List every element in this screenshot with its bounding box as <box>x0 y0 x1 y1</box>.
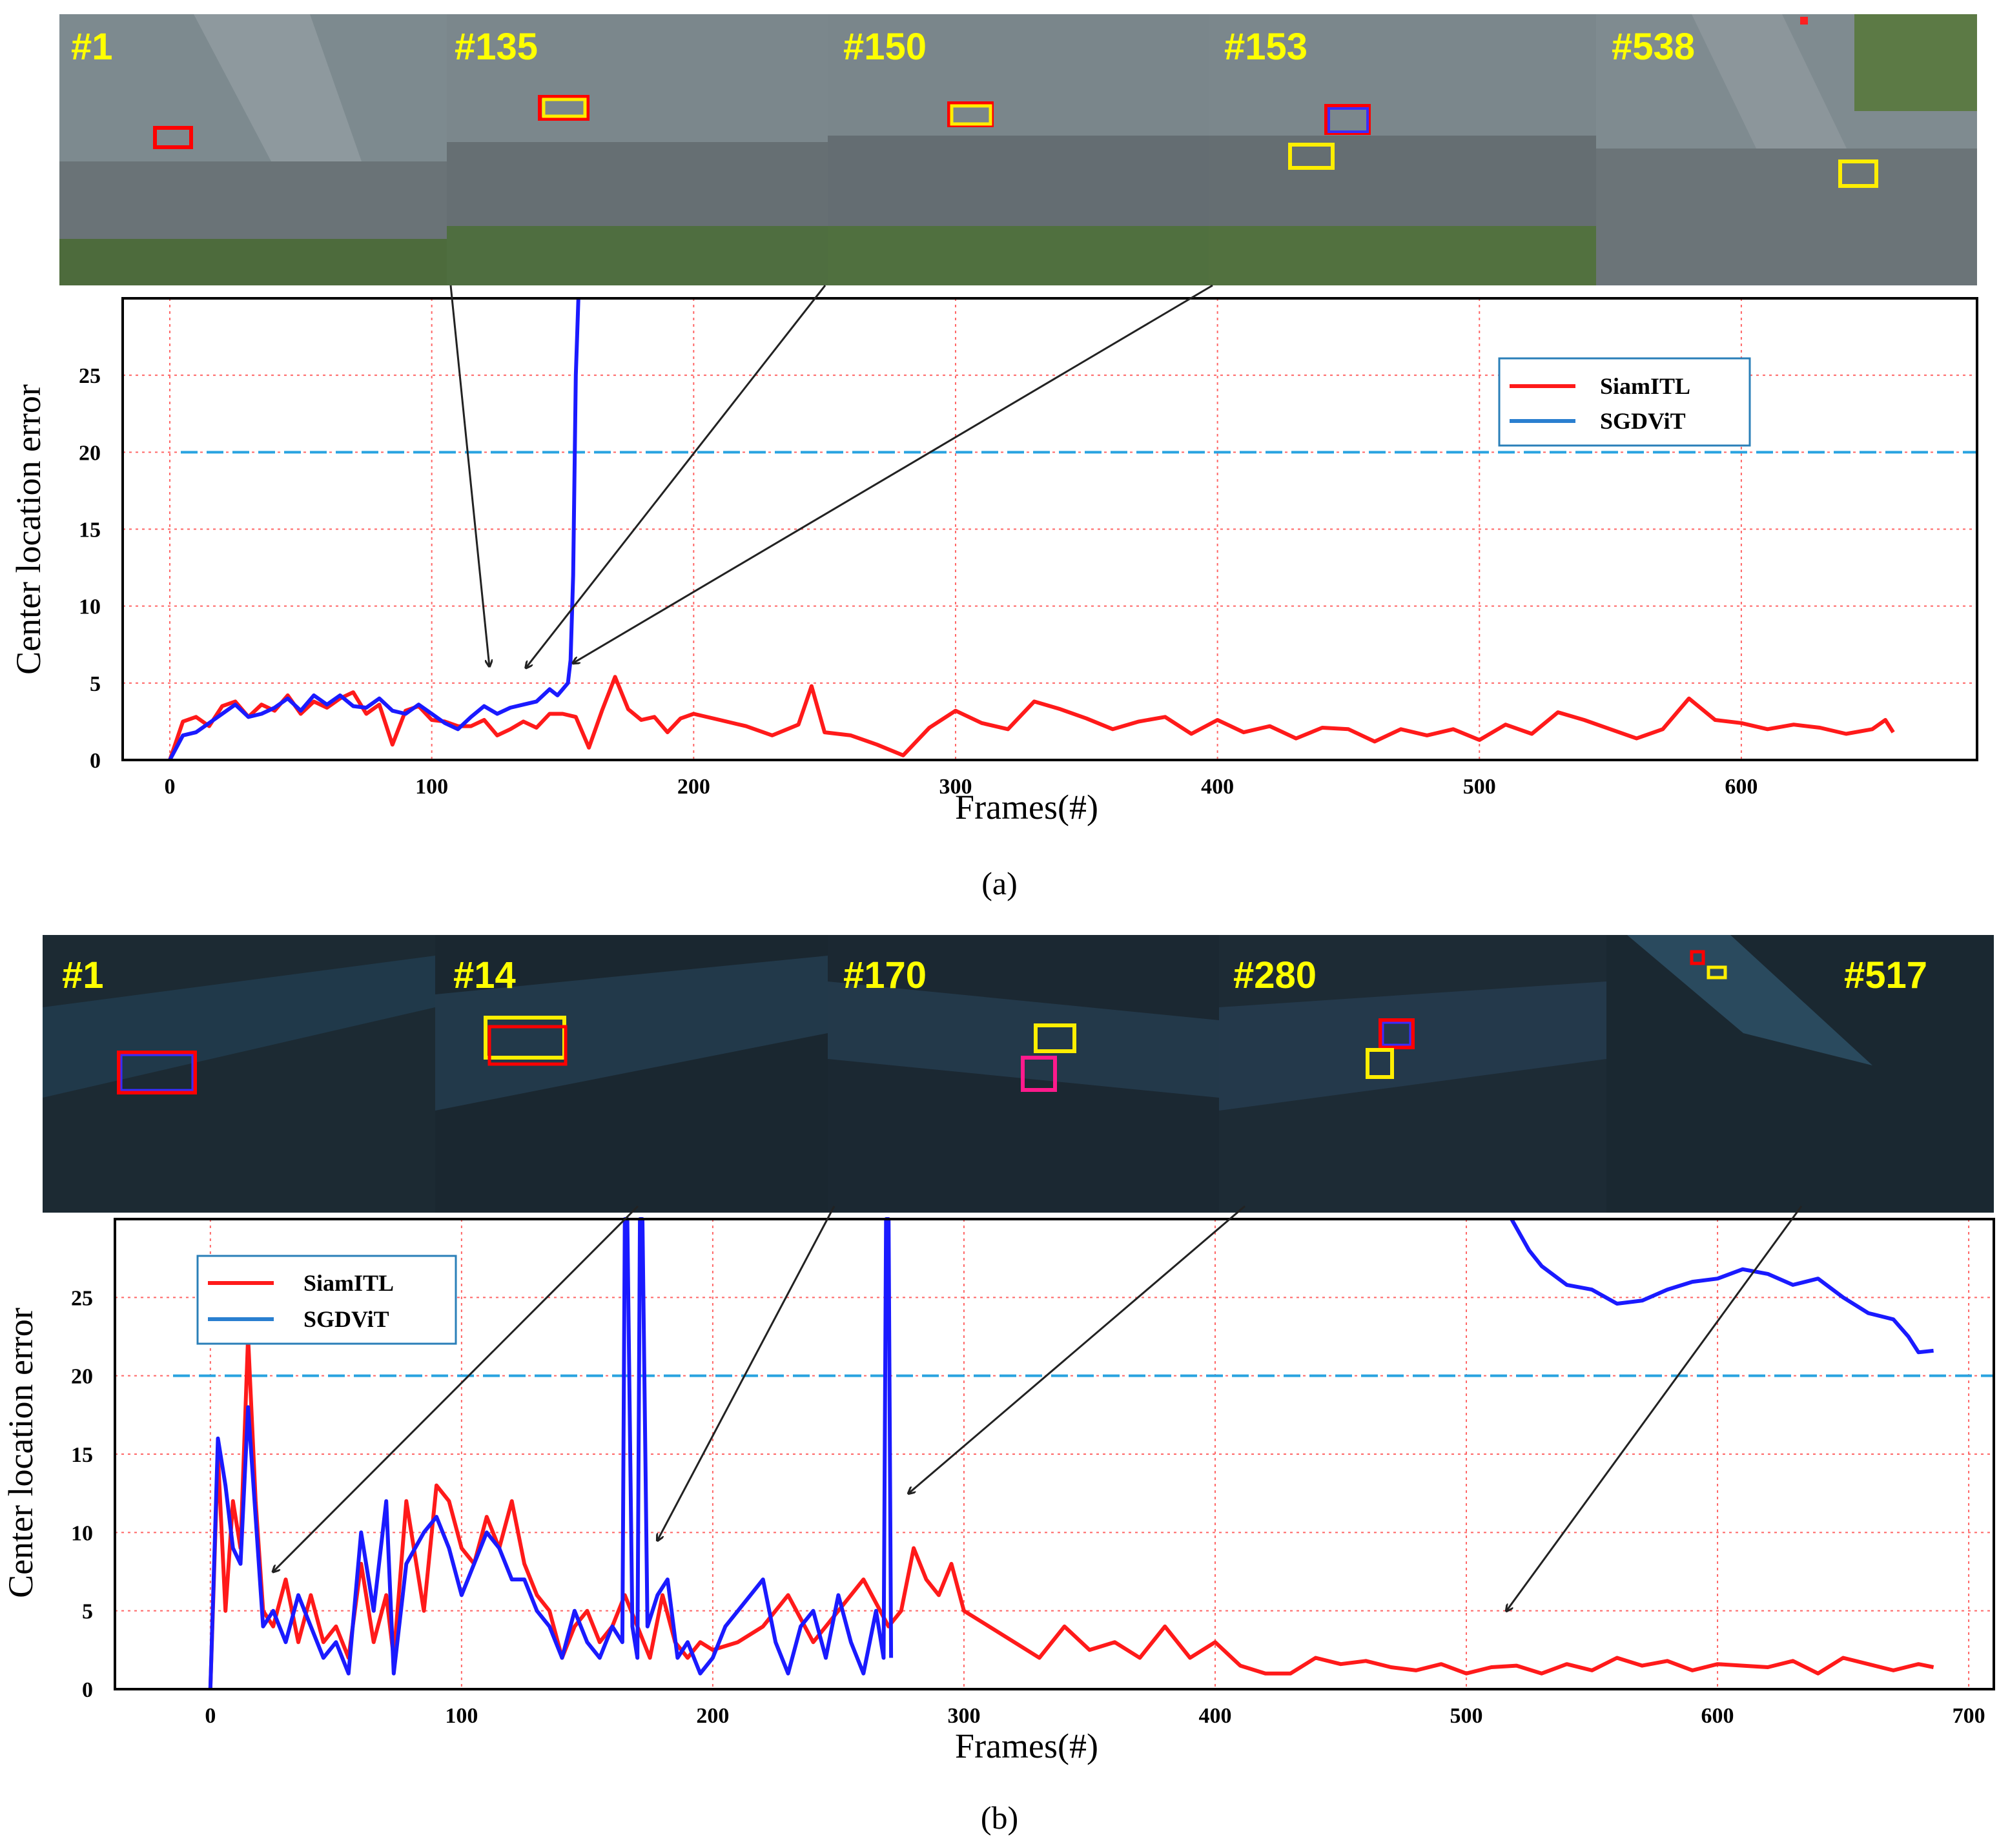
x-tick-label: 400 <box>1198 1704 1231 1728</box>
callout-arrow <box>573 284 1213 663</box>
y-tick-label: 15 <box>79 518 101 542</box>
callout-arrow <box>273 1205 639 1572</box>
y-tick-label: 10 <box>71 1521 93 1545</box>
callout-arrow <box>526 285 826 668</box>
x-tick-label: 100 <box>445 1704 478 1728</box>
callout-arrow <box>1506 1206 1803 1611</box>
frame-label: #538 <box>1612 26 1695 68</box>
panel-b-strip: #1 #14 #170 #280 <box>43 935 1994 1213</box>
frame-label: #517 <box>1844 954 1927 996</box>
tick-labels: 0 100 200 300 400 500 600 0 5 10 15 20 25 <box>79 364 1758 799</box>
x-tick-label: 600 <box>1701 1704 1734 1728</box>
legend: SiamITL SGDViT <box>196 1255 457 1345</box>
legend-box <box>196 1255 457 1345</box>
legend-entry: SGDViT <box>303 1306 389 1332</box>
callout-arrow <box>657 1206 835 1540</box>
x-tick-label: 0 <box>165 775 176 799</box>
x-tick-label: 100 <box>415 775 448 799</box>
frame-thumb-a-538: #538 <box>1596 14 1977 285</box>
series-group <box>168 298 1895 761</box>
x-tick-label: 400 <box>1201 775 1234 799</box>
frame-thumb-b-170: #170 <box>828 935 1219 1213</box>
y-tick-label: 25 <box>79 364 101 388</box>
legend: SiamITL SGDViT <box>1498 357 1751 447</box>
y-tick-label: 25 <box>71 1286 93 1310</box>
y-axis-label: Center location error <box>9 384 48 675</box>
frame-thumb-a-135: #135 <box>447 14 828 285</box>
y-tick-label: 5 <box>82 1600 93 1624</box>
callout-arrows <box>449 284 1213 668</box>
plot-frame <box>114 1218 1995 1690</box>
callout-arrows <box>273 1205 1803 1611</box>
frame-label: #1 <box>62 954 104 996</box>
frame-thumb-b-517: #517 <box>1606 935 1994 1213</box>
series-line-siamitl <box>208 1335 1934 1690</box>
y-tick-label: 10 <box>79 595 101 619</box>
frame-label: #153 <box>1224 26 1307 68</box>
frame-thumb-a-1: #1 <box>59 14 447 285</box>
frame-label: #170 <box>843 954 927 996</box>
legend-entry: SiamITL <box>1600 373 1690 399</box>
legend-box <box>1498 357 1751 447</box>
x-tick-label: 300 <box>947 1704 980 1728</box>
series-line-siamitl <box>168 675 1895 761</box>
x-axis-label: Frames(#) <box>955 1727 1098 1765</box>
legend-entry: SiamITL <box>303 1270 394 1296</box>
series-line-sgdvit <box>208 1217 894 1690</box>
x-tick-label: 500 <box>1450 1704 1483 1728</box>
frame-thumb-b-280: #280 <box>1219 935 1606 1213</box>
y-tick-label: 0 <box>90 749 101 773</box>
y-tick-label: 15 <box>71 1443 93 1467</box>
frame-thumb-a-150: #150 <box>828 14 1209 285</box>
plot-b: 0 100 200 300 400 500 600 700 0 5 10 15 20 25 Frames(… <box>1 1205 1995 1765</box>
series-group <box>208 1217 1934 1690</box>
frame-label: #280 <box>1233 954 1317 996</box>
callout-arrow <box>449 285 489 666</box>
y-axis-label: Center location error <box>1 1308 40 1598</box>
tracking-box-siamitl <box>153 126 193 149</box>
frame-label: #150 <box>843 26 927 68</box>
series-line-sgdvit <box>168 298 580 761</box>
legend-entry: SGDViT <box>1600 408 1686 434</box>
y-tick-label: 20 <box>79 441 101 465</box>
x-tick-label: 600 <box>1725 775 1758 799</box>
frame-thumb-b-14: #14 <box>435 935 828 1213</box>
x-tick-label: 500 <box>1463 775 1496 799</box>
tick-labels: 0 100 200 300 400 500 600 700 0 5 10 15 20 25 <box>71 1286 1985 1728</box>
panel-caption: (b) <box>981 1800 1018 1836</box>
x-tick-label: 200 <box>696 1704 729 1728</box>
frame-label: #1 <box>71 26 113 68</box>
frame-label: #14 <box>453 954 516 996</box>
x-tick-label: 300 <box>939 775 972 799</box>
panel-caption: (a) <box>981 865 1018 901</box>
y-tick-label: 0 <box>82 1678 93 1702</box>
frame-label: #135 <box>455 26 538 68</box>
y-tick-label: 5 <box>90 672 101 696</box>
frame-thumb-a-153: #153 <box>1209 14 1596 285</box>
plot-frame <box>121 297 1978 761</box>
frame-thumb-b-1: #1 <box>43 935 435 1213</box>
callout-arrow <box>908 1205 1246 1494</box>
x-tick-label: 700 <box>1953 1704 1985 1728</box>
x-tick-label: 200 <box>677 775 710 799</box>
series-line-sgdvit <box>1510 1218 1934 1355</box>
panel-a-strip: #1 #135 #150 #153 <box>59 14 1977 285</box>
x-axis-label: Frames(#) <box>955 788 1098 826</box>
y-tick-label: 20 <box>71 1365 93 1389</box>
x-tick-label: 0 <box>205 1704 216 1728</box>
